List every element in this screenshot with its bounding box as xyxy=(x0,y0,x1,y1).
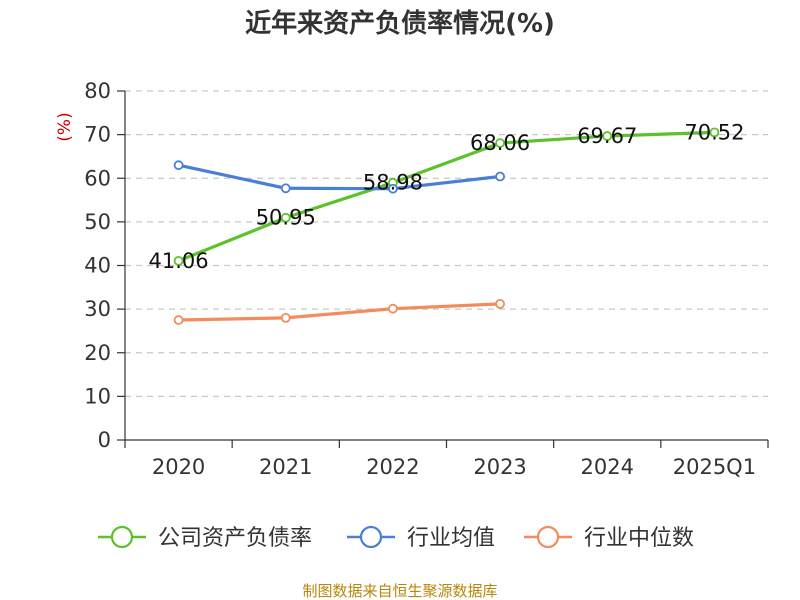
x-tick-label: 2022 xyxy=(366,455,419,479)
data-point xyxy=(280,212,291,223)
series xyxy=(173,127,720,325)
series-line xyxy=(178,163,501,191)
data-label: 41.06 xyxy=(149,249,209,273)
legend-item[interactable]: 行业均值 xyxy=(347,525,495,551)
legend-label: 公司资产负债率 xyxy=(158,526,312,551)
legend-label: 行业均值 xyxy=(407,526,495,551)
chart-title: 近年来资产负债率情况(%) xyxy=(245,8,555,39)
legend-marker xyxy=(110,525,134,549)
legend-item[interactable]: 公司资产负债率 xyxy=(98,525,312,551)
data-point xyxy=(388,183,398,194)
data-labels: 41.06 50.95 58.98 68.06 69.67 70.52 xyxy=(149,120,745,273)
data-point xyxy=(709,127,720,138)
x-tick-label: 2025Q1 xyxy=(673,455,756,479)
axes: 0 10 20 30 40 50 60 70 80 2020 2021 2022 2023 2024 202… xyxy=(84,79,769,479)
data-point xyxy=(173,315,184,325)
data-label: 58.98 xyxy=(363,171,423,195)
y-tick-label: 40 xyxy=(84,254,111,278)
y-tick-label: 50 xyxy=(84,210,111,234)
y-tick-label: 80 xyxy=(84,79,111,103)
y-tick-label: 30 xyxy=(84,297,111,321)
y-tick-label: 10 xyxy=(84,384,111,408)
legend-marker xyxy=(536,525,560,549)
data-point xyxy=(495,171,505,182)
series-line xyxy=(178,302,501,322)
data-point xyxy=(495,298,505,309)
legend-item[interactable]: 行业中位数 xyxy=(524,525,694,551)
grid-lines xyxy=(125,90,768,397)
series-line xyxy=(177,130,715,263)
y-tick-label: 0 xyxy=(98,428,111,452)
data-point xyxy=(173,255,184,266)
data-point xyxy=(388,303,398,314)
x-tick-label: 2020 xyxy=(152,455,205,479)
data-point xyxy=(280,312,291,323)
y-tick-label: 70 xyxy=(84,123,111,147)
data-label: 69.67 xyxy=(577,124,637,148)
y-tick-label: 60 xyxy=(84,166,111,190)
legend: 公司资产负债率 行业均值 行业中位数 xyxy=(98,525,694,551)
data-label: 70.52 xyxy=(684,120,744,144)
x-tick-label: 2021 xyxy=(259,455,312,479)
data-point xyxy=(495,138,505,148)
source-note: 制图数据来自恒生聚源数据库 xyxy=(302,582,497,600)
x-tick-label: 2023 xyxy=(473,455,526,479)
y-axis-unit: (%) xyxy=(55,112,75,141)
data-point xyxy=(602,131,613,141)
data-label: 50.95 xyxy=(256,206,316,230)
data-point xyxy=(280,183,291,194)
data-label: 68.06 xyxy=(470,131,530,155)
y-tick-label: 20 xyxy=(84,341,111,365)
legend-marker xyxy=(359,525,383,549)
data-point xyxy=(173,160,184,171)
x-tick-label: 2024 xyxy=(581,455,634,479)
legend-label: 行业中位数 xyxy=(584,526,694,551)
